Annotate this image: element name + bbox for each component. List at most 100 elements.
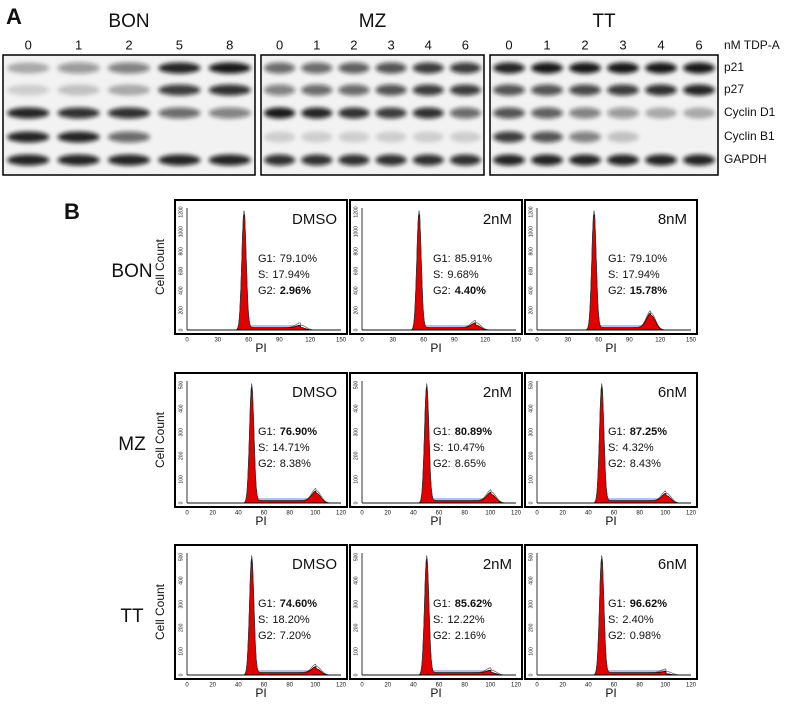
band <box>158 154 201 166</box>
x-tick-label: 0 <box>185 511 189 517</box>
y-tick-label: 200 <box>353 451 359 460</box>
y-tick-label: 300 <box>178 600 184 609</box>
band <box>531 154 563 166</box>
stat-label: G1: <box>608 253 626 265</box>
y-tick-label: 400 <box>178 576 184 585</box>
y-tick-label: 0 <box>528 328 534 331</box>
y-tick-label: 0 <box>178 328 184 331</box>
stat-label: S: <box>433 614 443 626</box>
y-tick-label: 1200 <box>178 206 184 217</box>
stat-value: 14.71% <box>272 442 310 454</box>
y-tick-label: 100 <box>528 647 534 656</box>
x-tick-label: 20 <box>559 511 566 517</box>
protein-label: Cyclin D1 <box>724 105 776 119</box>
blot-bands <box>7 62 251 166</box>
condition-label: 8nM <box>658 211 687 228</box>
blot-bands <box>263 62 482 166</box>
plot-frame <box>524 199 698 335</box>
y-tick-label: 1200 <box>353 206 359 217</box>
y-tick-label: 400 <box>353 286 359 295</box>
dose-unit: nM TDP-A <box>724 38 780 52</box>
stat-label: G2: <box>433 285 451 297</box>
x-tick-label: 80 <box>461 683 468 689</box>
y-tick-label: 400 <box>178 286 184 295</box>
y-tick-label: 1000 <box>353 226 359 237</box>
band <box>531 62 563 74</box>
x-tick-label: 0 <box>535 338 539 344</box>
band <box>301 62 333 74</box>
band <box>338 84 370 96</box>
y-tick-label: 0 <box>353 501 359 504</box>
stat-value: 8.43% <box>630 458 661 470</box>
cell-line-title: TT <box>592 11 616 32</box>
x-tick-label: 40 <box>410 683 417 689</box>
stat-value: 17.94% <box>272 269 310 281</box>
condition-label: DMSO <box>292 211 337 228</box>
band <box>569 131 601 143</box>
x-tick-label: 60 <box>436 683 443 689</box>
row-label: TT <box>120 606 144 627</box>
stat-label: S: <box>258 442 268 454</box>
band <box>412 107 444 119</box>
dose-label: 1 <box>313 37 320 52</box>
stat-value: 18.20% <box>272 614 310 626</box>
stat-label: G2: <box>608 630 626 642</box>
row-label: MZ <box>118 434 146 455</box>
stat-value: 7.20% <box>280 630 311 642</box>
stat-line: G2: 7.20% <box>258 630 311 642</box>
y-tick-label: 200 <box>353 306 359 315</box>
stat-line: G2: 2.16% <box>433 630 486 642</box>
band <box>107 107 151 119</box>
band <box>493 131 525 143</box>
dose-label: 4 <box>657 37 664 52</box>
stat-label: G2: <box>608 458 626 470</box>
stat-label: G1: <box>258 253 276 265</box>
stat-line: G2: 2.96% <box>258 285 311 297</box>
x-axis-label: PI <box>430 341 441 355</box>
band <box>301 84 333 96</box>
x-tick-label: 60 <box>245 338 252 344</box>
stat-value: 4.40% <box>455 285 486 297</box>
stat-label: G1: <box>608 426 626 438</box>
band <box>7 62 50 74</box>
y-tick-label: 0 <box>528 501 534 504</box>
y-tick-label: 0 <box>528 673 534 676</box>
x-tick-label: 0 <box>535 683 539 689</box>
stat-value: 2.96% <box>280 285 311 297</box>
y-tick-label: 500 <box>178 381 184 390</box>
band <box>208 62 251 74</box>
stat-value: 8.65% <box>455 458 486 470</box>
band <box>531 84 563 96</box>
y-tick-label: 200 <box>528 451 534 460</box>
y-tick-label: 400 <box>178 404 184 413</box>
band <box>645 84 677 96</box>
band <box>607 62 639 74</box>
y-tick-label: 100 <box>528 475 534 484</box>
x-tick-label: 60 <box>595 338 602 344</box>
stat-value: 80.89% <box>455 426 493 438</box>
x-tick-label: 0 <box>360 511 364 517</box>
y-tick-label: 1200 <box>528 206 534 217</box>
band <box>493 62 525 74</box>
x-tick-label: 60 <box>436 511 443 517</box>
dose-label: 0 <box>505 37 512 52</box>
band <box>449 62 482 74</box>
stat-line: G1: 79.10% <box>608 253 667 265</box>
band <box>375 131 407 143</box>
y-tick-label: 100 <box>353 475 359 484</box>
x-tick-label: 30 <box>564 338 571 344</box>
plot-frame <box>524 544 698 680</box>
x-tick-label: 20 <box>384 511 391 517</box>
dose-label: 1 <box>75 37 82 52</box>
band <box>683 154 715 166</box>
band <box>607 131 639 143</box>
stat-label: S: <box>258 269 268 281</box>
stat-line: G2: 8.43% <box>608 458 661 470</box>
x-tick-label: 30 <box>214 338 221 344</box>
band <box>158 107 201 119</box>
y-tick-label: 200 <box>178 451 184 460</box>
stat-value: 2.16% <box>455 630 486 642</box>
x-tick-label: 100 <box>660 683 671 689</box>
stat-value: 9.68% <box>447 269 478 281</box>
stat-line: G1: 79.10% <box>258 253 317 265</box>
